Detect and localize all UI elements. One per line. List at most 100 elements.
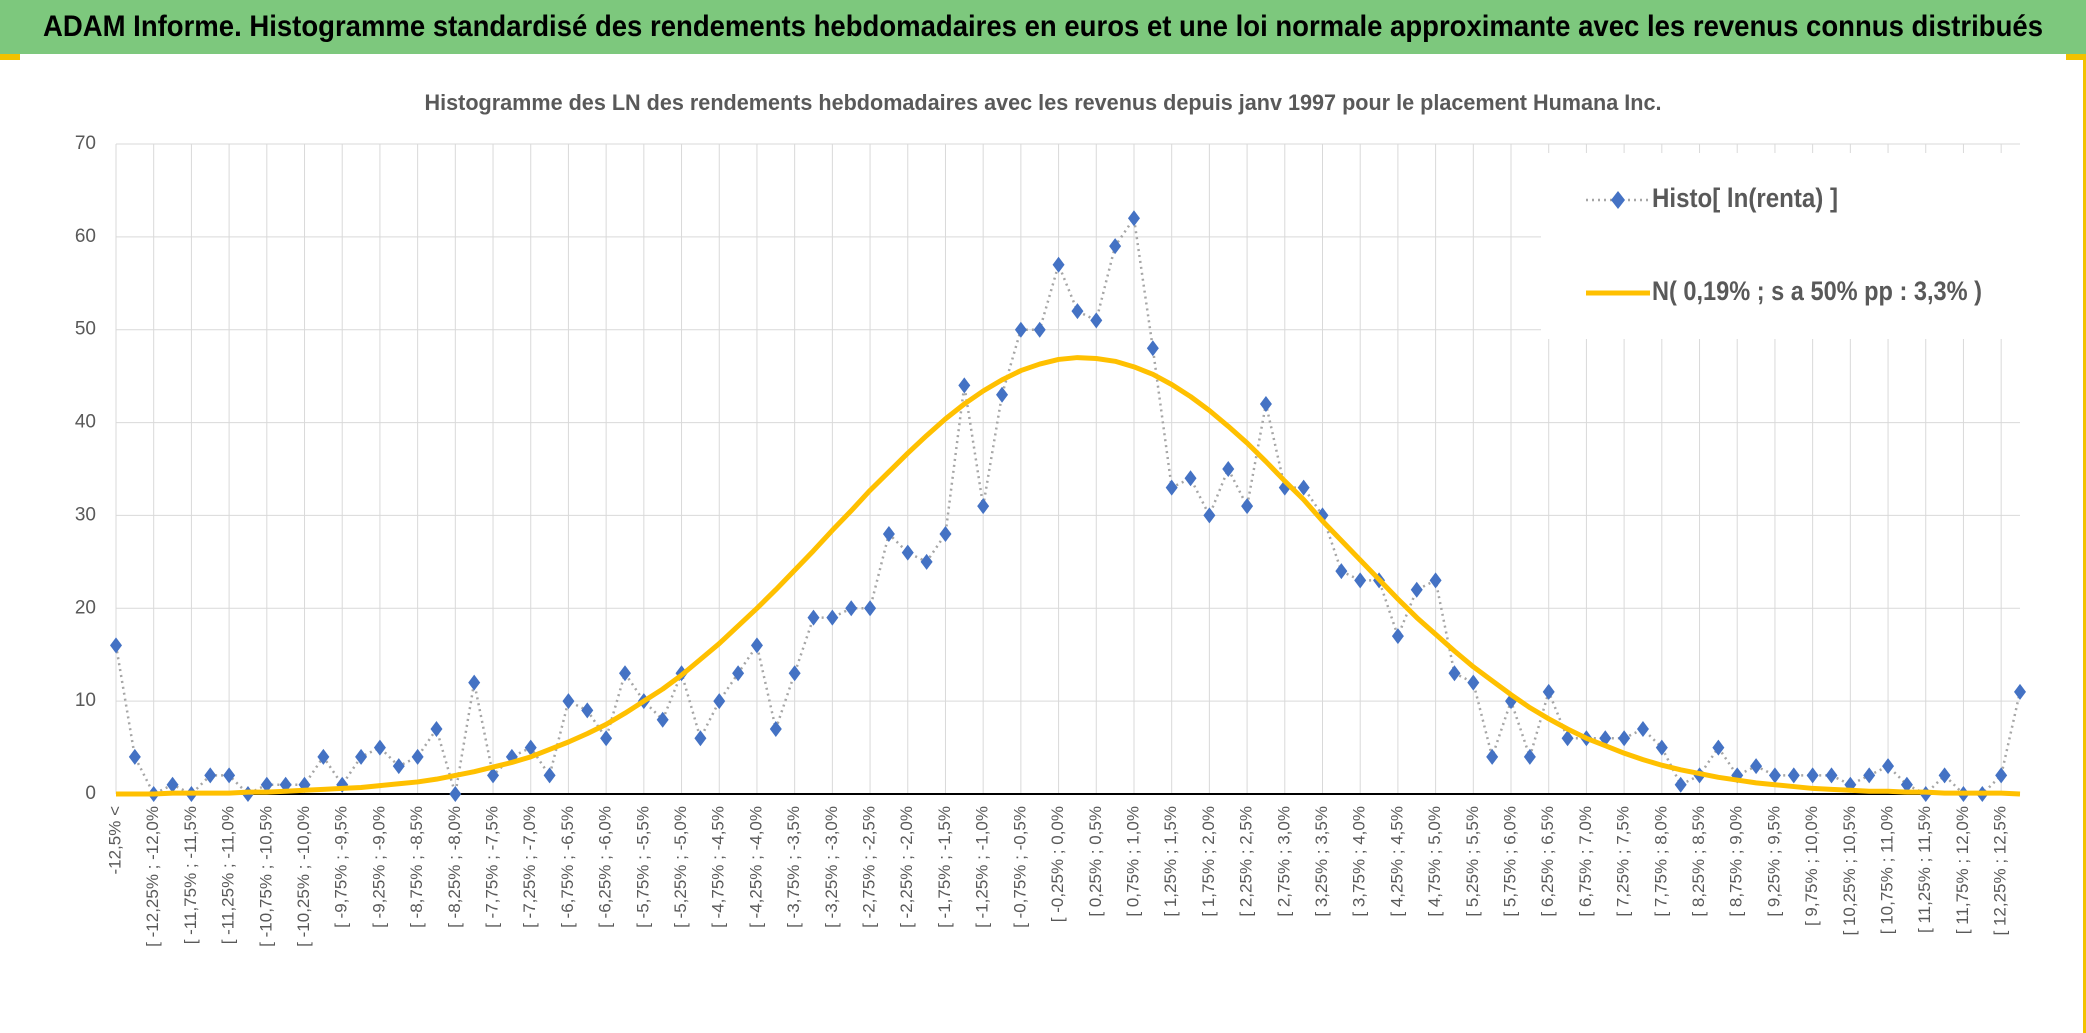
data-point xyxy=(1014,321,1027,338)
data-point xyxy=(1429,572,1442,589)
x-tick-label: [ 8,75% ; 9,0% xyxy=(1727,806,1746,917)
data-point xyxy=(392,758,405,775)
data-point xyxy=(1995,767,2008,784)
data-point xyxy=(373,739,386,756)
y-tick-label: 40 xyxy=(75,412,96,433)
x-tick-label: [ -7,25% ; -7,0% xyxy=(520,806,539,928)
data-point xyxy=(1184,470,1197,487)
x-tick-label: [ 7,75% ; 8,0% xyxy=(1651,806,1670,917)
data-point xyxy=(1335,563,1348,580)
y-tick-label: 30 xyxy=(75,504,96,525)
x-tick-label: [ -5,25% ; -5,0% xyxy=(671,806,690,928)
x-tick-label: [ -10,25% ; -10,0% xyxy=(294,806,313,947)
data-point xyxy=(1750,758,1763,775)
edge-accent xyxy=(2083,54,2086,1033)
page-title: ADAM Informe. Histogramme standardisé de… xyxy=(43,10,2043,43)
legend-label: Histo[ ln(renta) ] xyxy=(1652,183,1838,213)
y-tick-label: 0 xyxy=(85,783,96,804)
corner-accent xyxy=(2066,54,2086,60)
x-tick-label: [ 7,25% ; 7,5% xyxy=(1614,806,1633,917)
data-point xyxy=(656,711,669,728)
x-tick-label: [ -8,25% ; -8,0% xyxy=(445,806,464,928)
data-point xyxy=(807,609,820,626)
x-tick-label: [ -8,75% ; -8,5% xyxy=(407,806,426,928)
x-tick-label: [ 11,75% ; 12,0% xyxy=(1953,806,1972,934)
normal-curve xyxy=(116,355,2021,797)
x-tick-label: [ 1,25% ; 1,5% xyxy=(1161,806,1180,917)
y-tick-label: 50 xyxy=(75,319,96,340)
x-tick-label: [ -9,75% ; -9,5% xyxy=(332,806,351,928)
data-point xyxy=(1561,730,1574,747)
data-point xyxy=(1768,767,1781,784)
data-point xyxy=(411,748,424,765)
x-tick-label: [ -12,25% ; -12,0% xyxy=(143,806,162,947)
x-tick-label: [ 10,75% ; 11,0% xyxy=(1878,806,1897,934)
data-point xyxy=(1241,498,1254,515)
data-point xyxy=(864,600,877,617)
y-tick-label: 60 xyxy=(75,226,96,247)
x-tick-label: [ 6,75% ; 7,0% xyxy=(1576,806,1595,917)
data-point xyxy=(618,665,631,682)
data-point xyxy=(958,377,971,394)
data-point xyxy=(1052,256,1065,273)
x-tick-label: [ 0,25% ; 0,5% xyxy=(1086,806,1105,917)
x-tick-label: [ -4,25% ; -4,0% xyxy=(746,806,765,928)
data-point xyxy=(713,693,726,710)
data-point xyxy=(920,553,933,570)
chart-title: Histogramme des LN des rendements hebdom… xyxy=(425,90,1662,115)
data-point xyxy=(1033,321,1046,338)
data-point xyxy=(977,498,990,515)
data-point xyxy=(562,693,575,710)
data-point xyxy=(1222,461,1235,477)
data-point xyxy=(1410,581,1423,598)
x-tick-label: [ 5,75% ; 6,0% xyxy=(1500,806,1519,917)
data-point xyxy=(1109,238,1122,255)
data-point xyxy=(1090,312,1103,329)
legend-marker xyxy=(1611,191,1625,209)
x-tick-label: [ -0,75% ; -0,5% xyxy=(1010,806,1029,928)
data-point xyxy=(1636,721,1649,737)
data-point xyxy=(1712,739,1725,756)
data-point xyxy=(1523,748,1536,765)
data-point xyxy=(750,637,763,654)
data-point xyxy=(260,776,273,793)
x-tick-label: [ -6,75% ; -6,5% xyxy=(558,806,577,928)
x-tick-label: [ 6,25% ; 6,5% xyxy=(1538,806,1557,917)
data-point xyxy=(600,730,613,747)
data-point xyxy=(543,767,556,784)
data-point xyxy=(939,526,952,542)
y-tick-label: 70 xyxy=(75,133,96,154)
x-tick-label: [ -3,25% ; -3,0% xyxy=(822,806,841,928)
data-point xyxy=(1900,776,1913,793)
data-point xyxy=(1165,479,1178,496)
data-point xyxy=(1787,767,1800,784)
data-point xyxy=(901,544,914,561)
data-point xyxy=(826,609,839,626)
data-point xyxy=(468,674,481,691)
x-tick-label: [ -3,75% ; -3,5% xyxy=(784,806,803,928)
data-point xyxy=(204,767,217,784)
data-point xyxy=(1127,210,1140,227)
data-point xyxy=(223,767,236,784)
x-tick-label: [ 1,75% ; 2,0% xyxy=(1199,806,1218,917)
data-point xyxy=(1259,396,1272,412)
data-point xyxy=(110,637,122,654)
data-point xyxy=(1825,767,1838,784)
x-tick-label: -12,5% < xyxy=(105,806,124,875)
x-tick-label: [ 4,75% ; 5,0% xyxy=(1425,806,1444,917)
data-point xyxy=(1618,730,1631,747)
x-tick-label: [ -11,25% ; -11,0% xyxy=(219,806,238,944)
data-point xyxy=(996,386,1009,403)
data-point xyxy=(166,776,179,793)
data-point xyxy=(845,600,858,617)
data-point xyxy=(1203,507,1216,524)
data-point xyxy=(1071,303,1084,320)
x-tick-label: [ -5,75% ; -5,5% xyxy=(633,806,652,928)
data-point xyxy=(449,786,462,802)
x-tick-label: [ 9,25% ; 9,5% xyxy=(1764,806,1783,917)
x-tick-label: [ 5,25% ; 5,5% xyxy=(1463,806,1482,917)
data-point xyxy=(487,767,500,784)
data-point xyxy=(355,748,368,765)
